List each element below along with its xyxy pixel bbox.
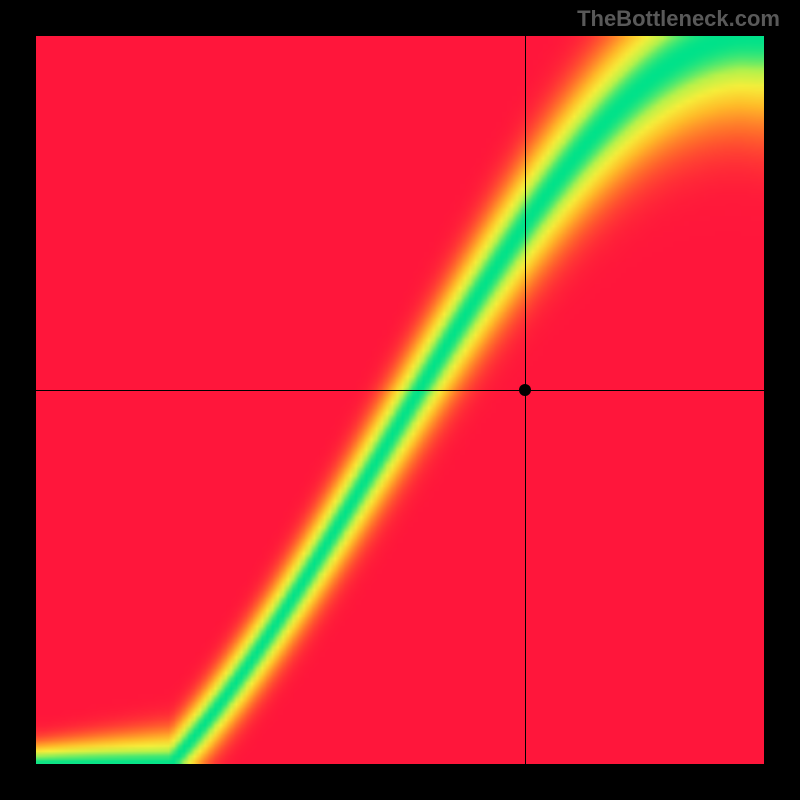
bottleneck-heatmap bbox=[36, 36, 764, 764]
selection-marker bbox=[519, 384, 531, 396]
crosshair-horizontal bbox=[36, 390, 764, 391]
watermark-text: TheBottleneck.com bbox=[577, 6, 780, 32]
plot-area bbox=[36, 36, 764, 764]
crosshair-vertical bbox=[525, 36, 526, 764]
